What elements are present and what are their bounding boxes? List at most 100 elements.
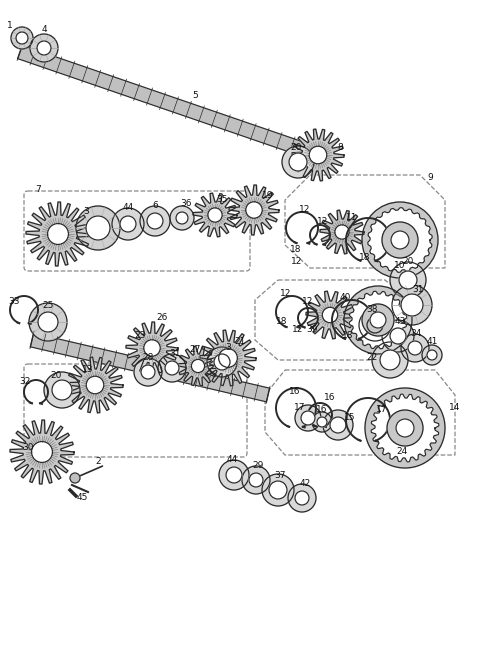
Text: 40: 40 (339, 294, 351, 302)
Circle shape (427, 350, 437, 360)
Circle shape (11, 27, 33, 49)
Circle shape (382, 222, 418, 258)
Text: 7: 7 (35, 186, 41, 194)
Circle shape (396, 419, 414, 437)
Text: 3: 3 (83, 208, 89, 216)
Circle shape (120, 216, 136, 232)
Circle shape (288, 484, 316, 512)
Circle shape (112, 208, 144, 240)
Circle shape (207, 347, 237, 377)
Polygon shape (126, 322, 178, 374)
Text: 18: 18 (359, 254, 371, 262)
Circle shape (401, 294, 423, 316)
Polygon shape (371, 394, 439, 462)
Circle shape (32, 442, 52, 462)
Circle shape (269, 481, 287, 499)
Polygon shape (30, 333, 270, 402)
Text: 16: 16 (289, 388, 301, 396)
Text: 29: 29 (252, 462, 264, 470)
Polygon shape (306, 291, 354, 339)
Circle shape (86, 216, 110, 240)
Text: 18: 18 (342, 332, 354, 340)
Text: 31: 31 (169, 350, 181, 358)
Text: 12: 12 (291, 258, 303, 266)
Text: 12: 12 (292, 326, 304, 334)
Circle shape (312, 412, 332, 432)
Circle shape (144, 340, 160, 356)
Circle shape (295, 491, 309, 505)
Text: 12: 12 (300, 206, 311, 214)
Text: 12: 12 (302, 298, 314, 306)
Text: 16: 16 (316, 406, 328, 414)
Circle shape (301, 411, 315, 425)
Circle shape (165, 361, 179, 375)
Text: 42: 42 (300, 480, 311, 488)
Circle shape (170, 206, 194, 230)
Circle shape (344, 286, 412, 354)
Circle shape (249, 473, 263, 487)
Text: 13: 13 (82, 366, 94, 374)
Polygon shape (67, 357, 123, 413)
Circle shape (359, 309, 391, 341)
Text: 36: 36 (180, 200, 192, 208)
Text: 37: 37 (274, 472, 286, 480)
Text: 8: 8 (337, 143, 343, 153)
Text: 27: 27 (189, 346, 201, 354)
Circle shape (44, 372, 80, 408)
Circle shape (37, 41, 51, 55)
Text: 16: 16 (324, 394, 336, 402)
Text: 28: 28 (142, 354, 154, 362)
Circle shape (29, 303, 67, 341)
Circle shape (335, 225, 349, 239)
Circle shape (372, 342, 408, 378)
Polygon shape (178, 346, 218, 386)
Text: 39: 39 (306, 326, 318, 334)
Circle shape (295, 405, 321, 431)
Circle shape (219, 460, 249, 490)
Polygon shape (320, 210, 364, 254)
Text: 18: 18 (290, 246, 302, 254)
Circle shape (392, 285, 432, 325)
Text: 26: 26 (156, 314, 168, 322)
Circle shape (382, 320, 414, 352)
Text: 2: 2 (95, 458, 101, 466)
Circle shape (208, 208, 222, 222)
Polygon shape (349, 291, 407, 349)
Text: 1: 1 (7, 21, 13, 31)
Text: 17: 17 (294, 404, 306, 412)
Text: 20: 20 (50, 372, 62, 380)
Circle shape (226, 467, 242, 483)
Text: 17: 17 (376, 406, 388, 414)
Text: 24: 24 (396, 448, 408, 456)
Text: 32: 32 (19, 378, 31, 386)
Circle shape (380, 350, 400, 370)
Text: 21: 21 (234, 338, 246, 346)
Text: 33: 33 (8, 298, 20, 306)
Circle shape (242, 466, 270, 494)
Polygon shape (368, 208, 432, 272)
Circle shape (309, 147, 327, 164)
Text: 30: 30 (22, 444, 34, 452)
Circle shape (246, 202, 262, 218)
Circle shape (262, 474, 294, 506)
Polygon shape (292, 129, 344, 181)
Polygon shape (193, 193, 237, 237)
Circle shape (219, 348, 237, 368)
Text: 14: 14 (449, 404, 461, 412)
Polygon shape (18, 45, 307, 157)
Circle shape (401, 334, 429, 362)
Text: 23: 23 (134, 330, 146, 340)
Circle shape (76, 206, 120, 250)
Text: 43: 43 (394, 318, 406, 326)
Circle shape (408, 341, 422, 355)
Circle shape (48, 224, 69, 244)
Circle shape (86, 376, 104, 394)
Polygon shape (229, 185, 279, 235)
Circle shape (192, 360, 204, 372)
Text: 25: 25 (42, 302, 54, 310)
Text: 12: 12 (317, 218, 329, 226)
Text: 38: 38 (366, 306, 378, 314)
Text: 10: 10 (394, 260, 406, 270)
Circle shape (147, 213, 163, 229)
Circle shape (282, 146, 314, 178)
